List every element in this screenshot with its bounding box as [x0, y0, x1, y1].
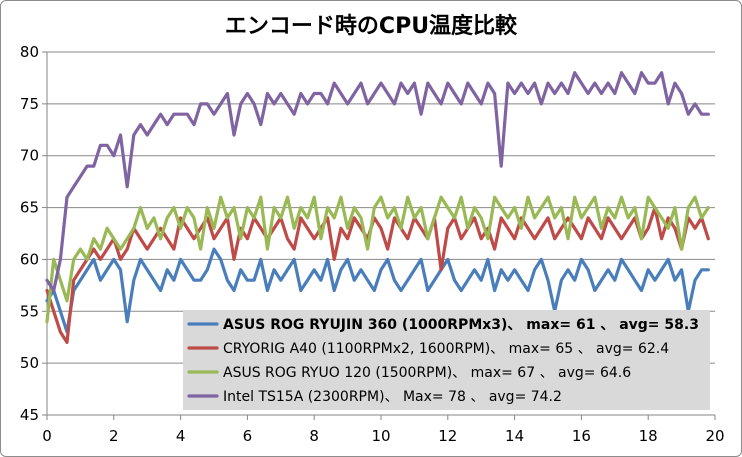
- x-tick-label: 2: [109, 427, 119, 445]
- x-tick-label: 16: [572, 427, 591, 445]
- x-tick-label: 12: [438, 427, 457, 445]
- x-tick-label: 6: [243, 427, 253, 445]
- y-tick-label: 80: [20, 43, 39, 61]
- legend-label-0: ASUS ROG RYUJIN 360 (1000RPMx3)、 max= 61…: [223, 317, 699, 333]
- x-tick-label: 0: [42, 427, 52, 445]
- x-tick-label: 18: [639, 427, 658, 445]
- series-lines: [45, 71, 710, 344]
- y-tick-label: 55: [20, 302, 39, 320]
- y-tick-label: 75: [20, 95, 39, 113]
- y-tick-labels: 45 50 55 60 65 70 75 80: [20, 43, 39, 424]
- x-tick-label: 10: [371, 427, 390, 445]
- x-tick-label: 8: [309, 427, 319, 445]
- chart-title: エンコード時のCPU温度比較: [225, 13, 518, 39]
- y-tick-label: 45: [20, 406, 39, 424]
- x-tick-label: 14: [505, 427, 524, 445]
- y-tick-label: 70: [20, 147, 39, 165]
- axes: [42, 51, 716, 420]
- y-tick-label: 50: [20, 354, 39, 372]
- series-line-2: [45, 195, 710, 324]
- legend-label-3: Intel TS15A (2300RPM)、 Max= 78 、 avg= 74…: [223, 389, 562, 405]
- y-tick-label: 60: [20, 250, 39, 268]
- x-tick-label: 20: [705, 427, 724, 445]
- legend-box: [183, 310, 710, 410]
- x-tick-labels: 0 2 4 6 8 10 12 14 16 18 20: [42, 427, 724, 445]
- series-line-3: [45, 71, 710, 293]
- legend-label-1: CRYORIG A40 (1100RPMx2, 1600RPM)、 max= 6…: [223, 341, 669, 357]
- y-tick-label: 65: [20, 199, 39, 217]
- series-line-0: [45, 247, 710, 334]
- legend-label-2: ASUS ROG RYUO 120 (1500RPM)、 max= 67 、 a…: [223, 365, 631, 381]
- x-tick-label: 4: [176, 427, 186, 445]
- legend: ASUS ROG RYUJIN 360 (1000RPMx3)、 max= 61…: [183, 310, 710, 410]
